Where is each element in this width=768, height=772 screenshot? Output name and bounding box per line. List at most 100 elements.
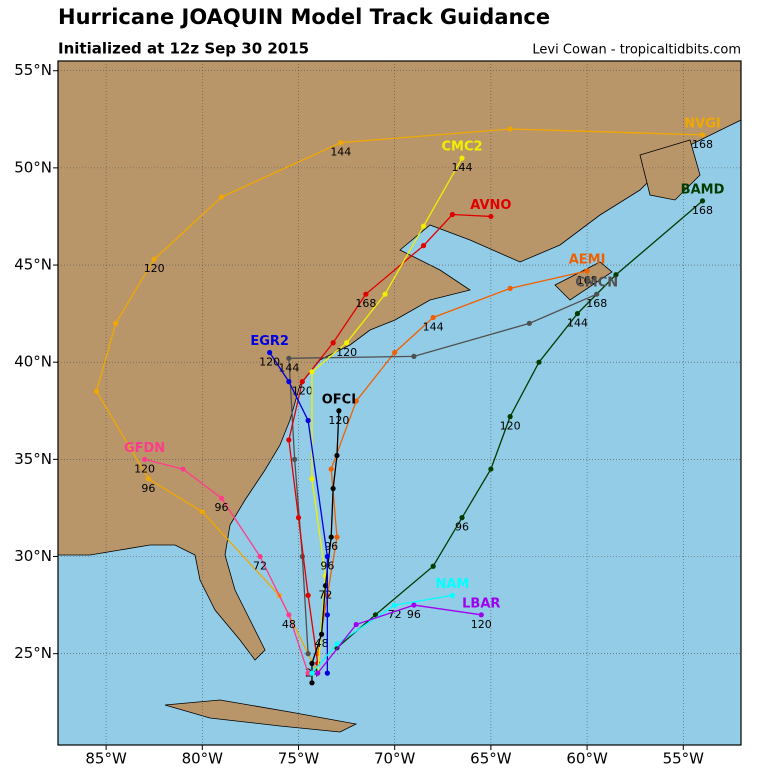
track-line [144,458,309,674]
y-tick-label: 25°N [14,644,52,662]
track-point [309,670,315,676]
track-point [392,602,398,608]
track-point [478,612,484,618]
hour-label: 96 [141,482,155,495]
track-point [459,155,465,161]
y-tick-label: 40°N [14,353,52,371]
track-point [536,359,542,365]
track-point [363,291,369,297]
track-point [343,340,350,346]
x-tick-label: 70°W [374,750,416,768]
track-point [141,456,148,462]
track-point [305,592,311,598]
model-label: BAMD [681,182,725,197]
hour-label: 48 [315,637,329,650]
track-point [93,388,100,394]
hour-label: 120 [134,462,155,475]
track-point [330,485,336,492]
track-line [317,604,482,674]
hour-label: 120 [336,346,357,359]
track-point [292,456,298,462]
track-point [507,126,513,132]
track-point [286,355,292,361]
track-point [305,651,311,657]
track-point [392,349,398,356]
hour-label: 120 [259,355,280,368]
track-point [318,631,325,637]
track-point [507,414,513,420]
track-point [488,466,494,472]
track-point [305,417,311,424]
hour-label: 168 [355,297,376,310]
track-point [180,466,186,472]
x-tick-label: 60°W [566,750,608,768]
track-point [324,553,330,560]
model-label: EGR2 [250,334,289,349]
track-line [311,410,340,683]
track-point [113,320,119,326]
hour-label: 96 [215,501,229,514]
y-tick-label: 50°N [14,158,52,176]
x-tick-label: 80°W [182,750,224,768]
track-point [336,408,342,414]
track-point [334,452,340,459]
track-point [309,476,315,482]
hour-label: 144 [452,161,473,174]
track-line [311,157,463,674]
track-point [286,612,292,618]
model-label: GFDN [124,441,165,456]
hour-label: 120 [500,420,521,433]
track-point [594,291,600,297]
track-point [324,612,330,618]
track-point [299,379,305,385]
hour-label: 96 [455,521,469,534]
hour-label: 168 [692,138,713,151]
track-point [382,291,388,297]
hour-label: 144 [278,361,299,374]
track-point [430,563,436,569]
track-point [334,641,340,647]
track-point [286,437,292,443]
hour-label: 72 [318,589,332,602]
track-point [286,379,292,385]
track-point [420,223,427,229]
x-tick-label: 55°W [663,750,705,768]
track-point [449,592,456,598]
title: Hurricane JOAQUIN Model Track Guidance [58,5,550,29]
y-tick-label: 35°N [14,450,52,468]
credit: Levi Cowan - tropicaltidbits.com [532,43,741,58]
track-point [574,311,581,317]
model-label: NVGI [684,116,720,131]
hour-label: 72 [388,608,402,621]
track-point [699,132,706,138]
track-point [328,466,334,472]
track-point [305,670,311,676]
track-point [218,194,225,200]
track-point [257,553,263,560]
hour-label: 168 [586,297,607,310]
track-point [613,272,619,278]
track-point [449,211,456,218]
track-point [315,670,321,676]
x-tick-label: 65°W [470,750,512,768]
model-label: NAM [435,577,469,592]
track-point [411,602,417,608]
track-point [584,268,590,274]
hour-label: 96 [407,608,421,621]
track-point [526,320,532,326]
track-line [288,213,491,664]
track-point [699,198,706,204]
track-point [353,621,359,628]
track-point [372,612,379,618]
y-tick-label: 55°N [14,61,52,79]
hour-label: 144 [423,321,444,334]
model-label: CMCN [575,276,618,291]
model-label: CMC2 [441,140,482,155]
subtitle: Initialized at 12z Sep 30 2015 [58,40,309,58]
track-point [334,534,340,540]
hour-label: 144 [567,317,588,330]
hour-label: 168 [692,204,713,217]
hour-label: 120 [328,414,349,427]
model-label: LBAR [462,596,500,611]
